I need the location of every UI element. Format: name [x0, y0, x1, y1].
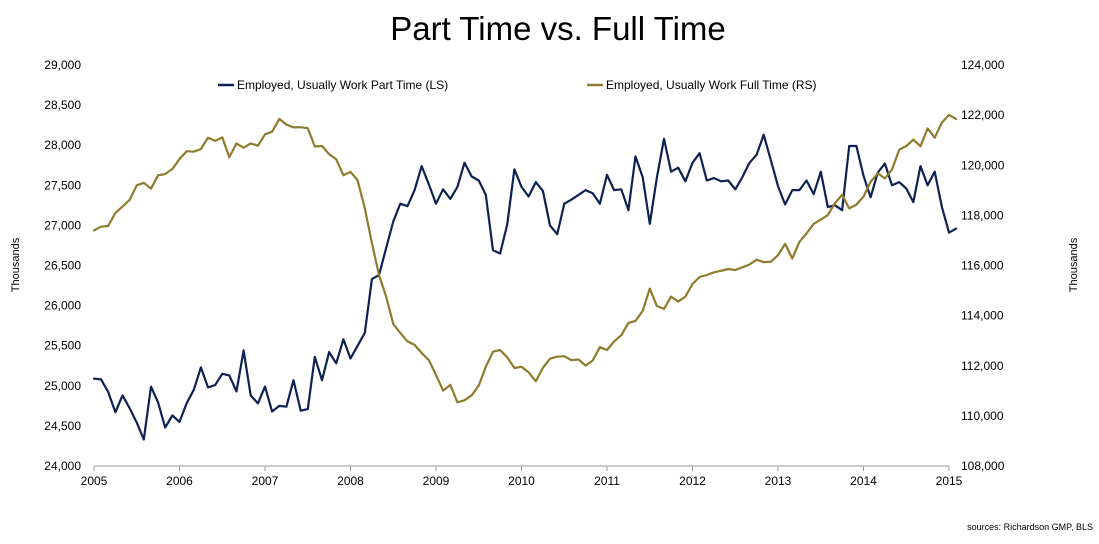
legend-item-part-time: Employed, Usually Work Part Time (LS) — [218, 78, 448, 92]
x-tick-label: 2014 — [850, 474, 877, 488]
x-tick-label: 2013 — [765, 474, 792, 488]
y-left-tick-label: 24,500 — [44, 419, 81, 433]
series-line-full-time — [92, 113, 958, 404]
y-right-tick-label: 114,000 — [961, 309, 1004, 323]
source-note: sources: Richardson GMP, BLS — [967, 522, 1093, 532]
y-left-tick-label: 28,000 — [44, 138, 81, 152]
y-right-tick-label: 120,000 — [961, 158, 1005, 172]
chart-title: Part Time vs. Full Time — [390, 10, 726, 47]
y-left-axis-title: Thousands — [10, 237, 22, 292]
legend-label-full-time: Employed, Usually Work Full Time (RS) — [606, 78, 817, 92]
y-right-tick-label: 110,000 — [961, 409, 1004, 423]
series-line-part-time — [92, 133, 958, 441]
y-right-tick-label: 112,000 — [961, 359, 1004, 373]
y-left-tick-label: 26,000 — [44, 299, 81, 313]
x-tick-label: 2011 — [594, 474, 620, 488]
x-tick-label: 2009 — [423, 474, 450, 488]
y-left-ticks: 24,000 24,500 25,000 25,500 26,000 26,500 27,0… — [44, 58, 81, 473]
x-tick-label: 2015 — [936, 474, 963, 488]
x-tick-label: 2010 — [508, 474, 535, 488]
y-right-tick-label: 118,000 — [961, 208, 1004, 222]
y-right-tick-label: 122,000 — [961, 108, 1005, 122]
legend: Employed, Usually Work Part Time (LS) Em… — [218, 78, 817, 92]
y-right-tick-label: 108,000 — [961, 459, 1005, 473]
x-tick-label: 2008 — [337, 474, 364, 488]
legend-item-full-time: Employed, Usually Work Full Time (RS) — [587, 78, 817, 92]
x-tick-label: 2005 — [81, 474, 108, 488]
y-right-tick-label: 116,000 — [961, 259, 1004, 273]
y-left-tick-label: 25,000 — [44, 379, 81, 393]
x-ticks: 2005 2006 2007 2008 2009 2010 2011 2012 2013 2014… — [81, 466, 963, 488]
y-left-tick-label: 24,000 — [44, 459, 81, 473]
y-right-tick-label: 124,000 — [961, 58, 1005, 72]
y-left-tick-label: 28,500 — [44, 98, 81, 112]
x-tick-label: 2012 — [679, 474, 706, 488]
y-left-tick-label: 26,500 — [44, 259, 81, 273]
y-left-tick-label: 25,500 — [44, 339, 81, 353]
series-layer — [92, 113, 958, 441]
y-right-axis-title: Thousands — [1068, 237, 1080, 292]
axes: 2005 2006 2007 2008 2009 2010 2011 2012 2013 2014… — [44, 58, 1004, 488]
y-left-tick-label: 27,500 — [44, 178, 81, 192]
x-tick-label: 2006 — [166, 474, 193, 488]
y-right-ticks: 108,000 110,000 112,000 114,000 116,000 118,0… — [961, 58, 1005, 473]
x-tick-label: 2007 — [252, 474, 279, 488]
legend-label-part-time: Employed, Usually Work Part Time (LS) — [237, 78, 448, 92]
y-left-tick-label: 29,000 — [44, 58, 81, 72]
y-left-tick-label: 27,000 — [44, 218, 81, 232]
